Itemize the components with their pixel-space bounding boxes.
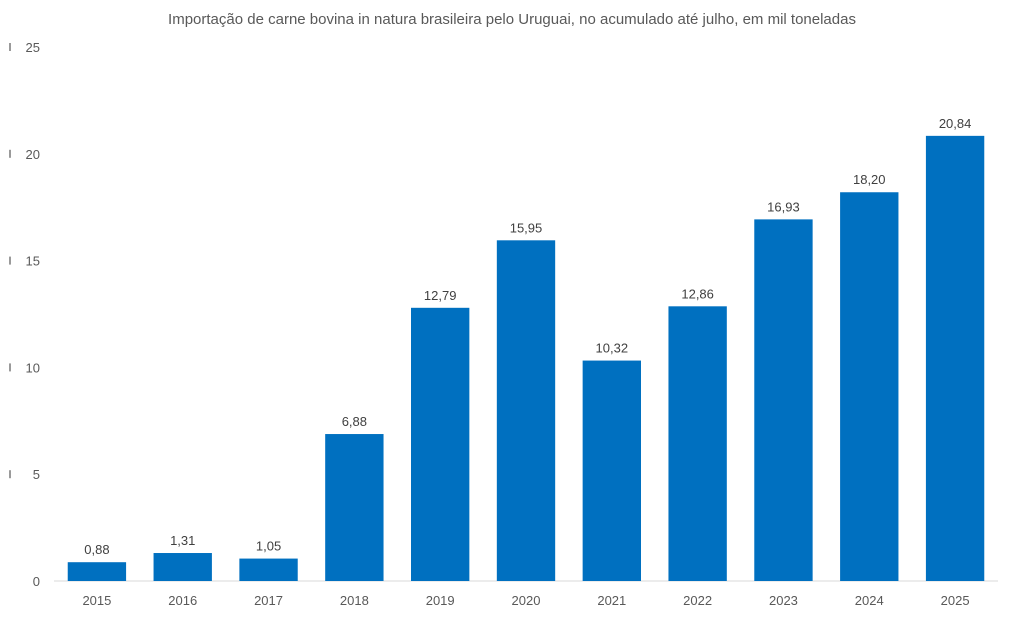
y-tick-label: 10 — [26, 360, 40, 375]
y-tick-label: 5 — [33, 467, 40, 482]
x-tick-label: 2018 — [340, 593, 369, 608]
data-label: 6,88 — [342, 414, 367, 429]
edge-glyph-mark — [9, 470, 11, 479]
data-label: 1,31 — [170, 533, 195, 548]
x-tick-label: 2016 — [168, 593, 197, 608]
bar — [496, 240, 556, 582]
y-tick-label: 0 — [33, 574, 40, 589]
edge-glyph-mark — [9, 256, 11, 265]
data-label: 1,05 — [256, 539, 281, 554]
bar — [668, 306, 727, 581]
data-label: 15,95 — [510, 220, 543, 235]
data-label: 12,79 — [424, 288, 457, 303]
x-axis-ticks: 2015 2016 2017 2018 2019 2020 2021 2022 2023 2024… — [82, 593, 969, 608]
bars — [67, 135, 985, 582]
data-label: 18,20 — [853, 172, 886, 187]
data-labels: 0,88 1,31 1,05 6,88 12,79 15,95 10,32 12,86 16,9… — [84, 116, 971, 557]
edge-glyph-mark — [9, 363, 11, 372]
left-edge-glyphs — [9, 43, 11, 479]
x-tick-label: 2021 — [597, 593, 626, 608]
bar — [582, 360, 641, 581]
x-tick-label: 2020 — [512, 593, 541, 608]
x-tick-label: 2022 — [683, 593, 712, 608]
bar — [67, 562, 127, 581]
data-label: 16,93 — [767, 199, 800, 214]
x-tick-label: 2023 — [769, 593, 798, 608]
bar — [239, 558, 298, 581]
data-label: 12,86 — [681, 286, 714, 301]
y-tick-label: 25 — [26, 40, 40, 55]
bar — [754, 219, 813, 582]
bar — [840, 192, 899, 582]
chart-title: Importação de carne bovina in natura bra… — [168, 11, 856, 28]
edge-glyph-mark — [9, 149, 11, 158]
x-tick-label: 2025 — [941, 593, 970, 608]
bar — [325, 434, 384, 581]
x-tick-label: 2019 — [426, 593, 455, 608]
y-tick-label: 20 — [26, 147, 40, 162]
bar — [411, 307, 470, 581]
data-label: 10,32 — [596, 341, 629, 356]
edge-glyph-mark — [9, 43, 11, 51]
bar — [925, 135, 985, 581]
y-axis-ticks: 0 5 10 15 20 25 — [26, 40, 40, 589]
x-tick-label: 2024 — [855, 593, 884, 608]
data-label: 0,88 — [84, 542, 109, 557]
x-tick-label: 2015 — [82, 593, 111, 608]
x-tick-label: 2017 — [254, 593, 283, 608]
data-label: 20,84 — [939, 116, 972, 131]
y-tick-label: 15 — [26, 254, 40, 269]
bar — [153, 553, 212, 581]
